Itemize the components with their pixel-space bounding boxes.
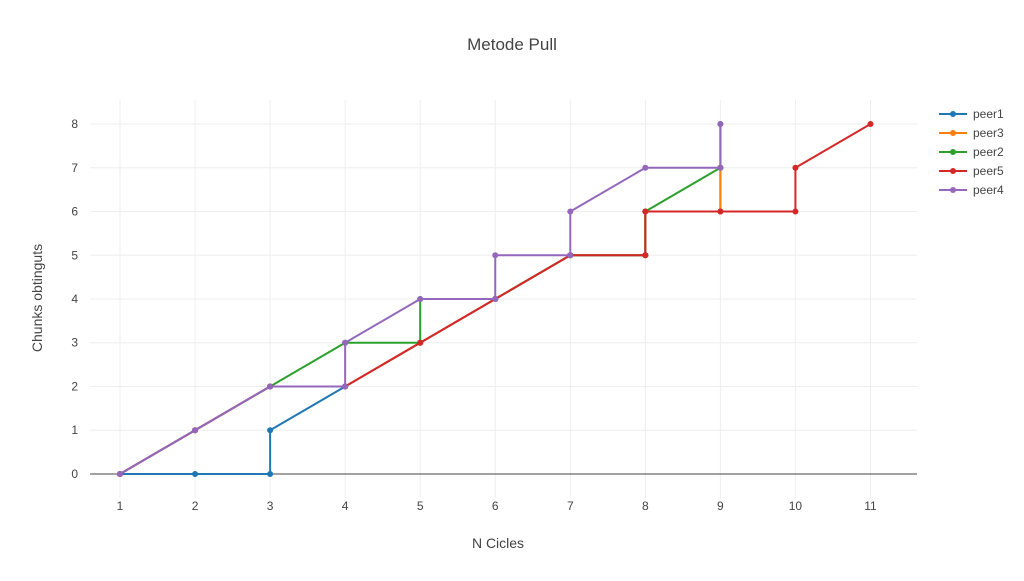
x-tick-label: 3 bbox=[267, 499, 274, 513]
legend-label: peer4 bbox=[973, 183, 1004, 197]
legend: peer1 peer3 peer2 peer5 peer4 bbox=[939, 107, 1004, 197]
legend-label: peer1 bbox=[973, 107, 1004, 121]
tick-label-layer: 1 2 3 4 5 6 7 8 9 10 11 0 1 2 3 4 5 6 7 8 bbox=[71, 117, 877, 513]
data-point-peer1[interactable] bbox=[192, 470, 199, 477]
x-tick-label: 11 bbox=[864, 499, 877, 513]
data-point-peer4[interactable] bbox=[192, 427, 199, 434]
data-point-peer5[interactable] bbox=[867, 121, 874, 128]
y-tick-label: 8 bbox=[71, 117, 78, 131]
legend-item-peer4[interactable]: peer4 bbox=[939, 183, 1004, 197]
legend-item-peer3[interactable]: peer3 bbox=[939, 126, 1004, 140]
x-tick-label: 2 bbox=[192, 499, 199, 513]
y-tick-label: 4 bbox=[71, 292, 78, 306]
y-tick-label: 0 bbox=[71, 467, 78, 481]
legend-swatch-marker bbox=[950, 187, 956, 193]
data-point-peer5[interactable] bbox=[417, 339, 424, 346]
y-tick-label: 7 bbox=[71, 161, 78, 175]
x-tick-label: 7 bbox=[567, 499, 574, 513]
data-point-peer4[interactable] bbox=[642, 164, 649, 171]
legend-swatch-marker bbox=[950, 149, 956, 155]
y-tick-label: 6 bbox=[71, 205, 78, 219]
data-point-peer4[interactable] bbox=[567, 208, 574, 215]
grid-layer bbox=[90, 100, 917, 498]
legend-item-peer1[interactable]: peer1 bbox=[939, 107, 1004, 121]
data-point-peer5[interactable] bbox=[642, 208, 649, 215]
data-point-peer1[interactable] bbox=[267, 427, 274, 434]
x-tick-label: 6 bbox=[492, 499, 499, 513]
x-tick-label: 4 bbox=[342, 499, 349, 513]
data-point-peer4[interactable] bbox=[567, 252, 574, 259]
data-point-peer5[interactable] bbox=[717, 208, 724, 215]
chart-title: Metode Pull bbox=[467, 35, 557, 54]
x-axis-title: N Cicles bbox=[472, 535, 524, 551]
y-tick-label: 2 bbox=[71, 379, 78, 393]
data-point-peer5[interactable] bbox=[642, 252, 649, 259]
data-point-peer4[interactable] bbox=[342, 339, 349, 346]
x-tick-label: 8 bbox=[642, 499, 649, 513]
data-point-peer4[interactable] bbox=[717, 164, 724, 171]
data-point-peer4[interactable] bbox=[717, 121, 724, 128]
y-axis-title: Chunks obtinguts bbox=[29, 244, 45, 352]
y-tick-label: 1 bbox=[71, 423, 78, 437]
data-point-peer4[interactable] bbox=[267, 383, 274, 390]
x-tick-label: 10 bbox=[789, 499, 803, 513]
data-point-peer1[interactable] bbox=[267, 470, 274, 477]
data-point-peer5[interactable] bbox=[792, 208, 799, 215]
series-layer bbox=[117, 121, 874, 477]
data-point-peer5[interactable] bbox=[792, 164, 799, 171]
data-point-peer4[interactable] bbox=[492, 296, 499, 302]
x-tick-label: 9 bbox=[717, 499, 724, 513]
legend-label: peer2 bbox=[973, 145, 1004, 159]
legend-label: peer3 bbox=[973, 126, 1004, 140]
data-point-peer4[interactable] bbox=[117, 470, 124, 477]
legend-item-peer2[interactable]: peer2 bbox=[939, 145, 1004, 159]
data-point-peer4[interactable] bbox=[342, 383, 349, 390]
y-tick-label: 3 bbox=[71, 336, 78, 350]
legend-swatch-marker bbox=[950, 168, 956, 174]
legend-swatch-marker bbox=[950, 130, 956, 136]
legend-label: peer5 bbox=[973, 164, 1004, 178]
x-tick-label: 5 bbox=[417, 499, 424, 513]
x-tick-label: 1 bbox=[117, 499, 124, 513]
series-peer4 bbox=[117, 121, 724, 477]
data-point-peer4[interactable] bbox=[417, 296, 424, 302]
legend-item-peer5[interactable]: peer5 bbox=[939, 164, 1004, 178]
legend-swatch-marker bbox=[950, 111, 956, 117]
y-tick-label: 5 bbox=[71, 248, 78, 262]
data-point-peer4[interactable] bbox=[492, 252, 499, 259]
